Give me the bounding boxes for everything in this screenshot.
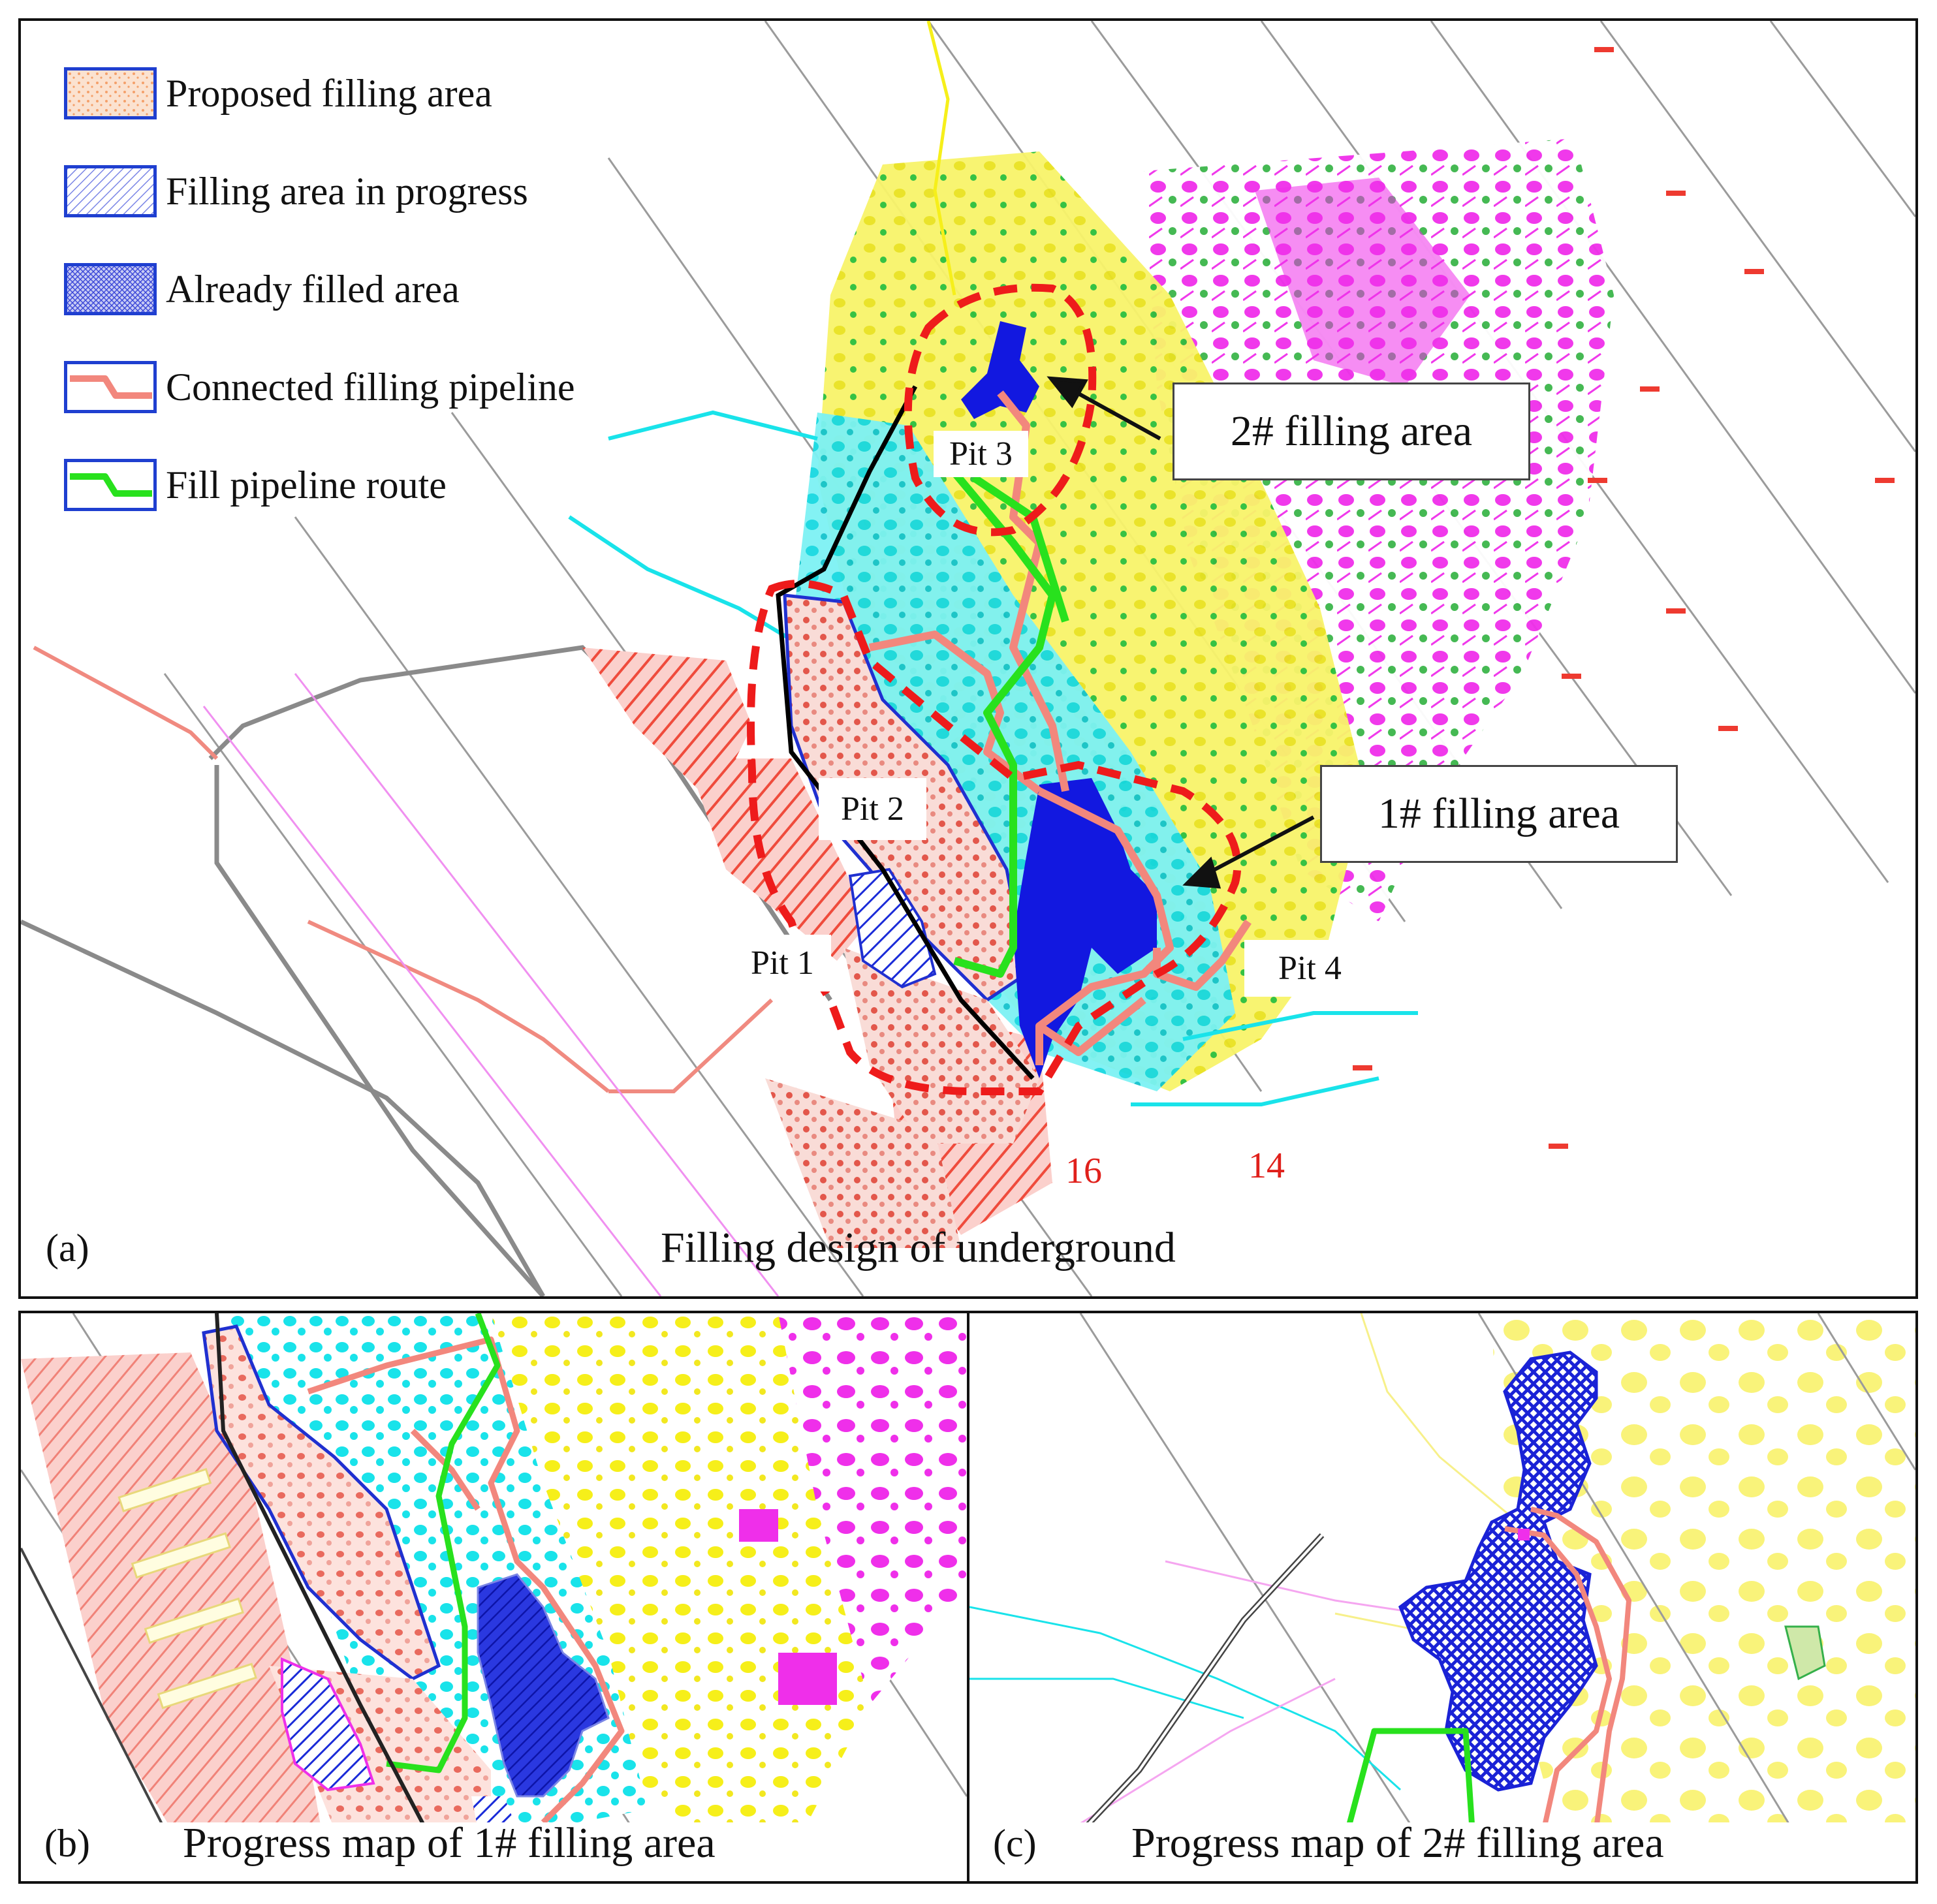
legend-item-progress: Filling area in progress [64,142,575,240]
legend-label: Proposed filling area [166,71,492,115]
already-filled-area-1 [1013,778,1157,1078]
panel-c-caption-band [969,1822,1915,1881]
dashed-boundary-2 [904,283,1097,537]
panel-b-map [21,1313,967,1881]
panel-c-map [969,1313,1915,1881]
legend: Proposed filling area Filling area in pr… [64,44,575,534]
proposed-hatch-2 [687,758,870,961]
callout-2-filling-area: 2# filling area [1173,382,1530,480]
grid-number-14: 14 [1248,1146,1285,1186]
callout-1-filling-area: 1# filling area [1320,765,1678,863]
pit-1-label: Pit 1 [734,935,831,991]
legend-label: Already filled area [166,267,460,311]
panel-b-caption-band [21,1822,967,1881]
legend-label: Connected filling pipeline [166,365,575,409]
panel-a-letter: (a) [46,1226,89,1270]
progress-swatch-icon [64,165,157,217]
connected-pipeline-swatch-icon [64,361,157,413]
legend-item-proposed: Proposed filling area [64,44,575,142]
panel-c-caption: Progress map of 2# filling area [1131,1819,1664,1867]
filled-swatch-icon [64,263,157,315]
black-line [776,385,1035,1080]
filling-in-progress-area [848,867,937,989]
legend-item-connected: Connected filling pipeline [64,338,575,436]
already-filled-area-2 [961,321,1039,419]
pit-2-label: Pit 2 [819,778,926,840]
legend-label: Filling area in progress [166,169,528,213]
panel-b-letter: (b) [44,1822,90,1865]
panel-a-caption: Filling design of underground [661,1224,1176,1272]
callout-arrows [1047,376,1315,889]
route-swatch-icon [64,459,157,511]
panel-a-map [21,21,1915,1296]
panel-b-caption: Progress map of 1# filling area [183,1819,716,1867]
legend-item-filled: Already filled area [64,240,575,338]
grid-number-16: 16 [1065,1151,1102,1191]
pit-4-label: Pit 4 [1244,940,1376,997]
legend-item-route: Fill pipeline route [64,436,575,534]
pit-3-label: Pit 3 [934,431,1028,477]
panel-a-filling-design: Proposed filling area Filling area in pr… [18,18,1918,1299]
already-filled-area-2 [1398,1350,1598,1792]
panel-c-progress-2: (c) Progress map of 2# filling area [967,1311,1918,1884]
panel-c-letter: (c) [993,1822,1037,1865]
panel-b-progress-1: (b) Progress map of 1# filling area [18,1311,969,1884]
legend-label: Fill pipeline route [166,463,447,507]
proposed-swatch-icon [64,67,157,119]
dashed-boundary-1 [747,580,1242,1095]
